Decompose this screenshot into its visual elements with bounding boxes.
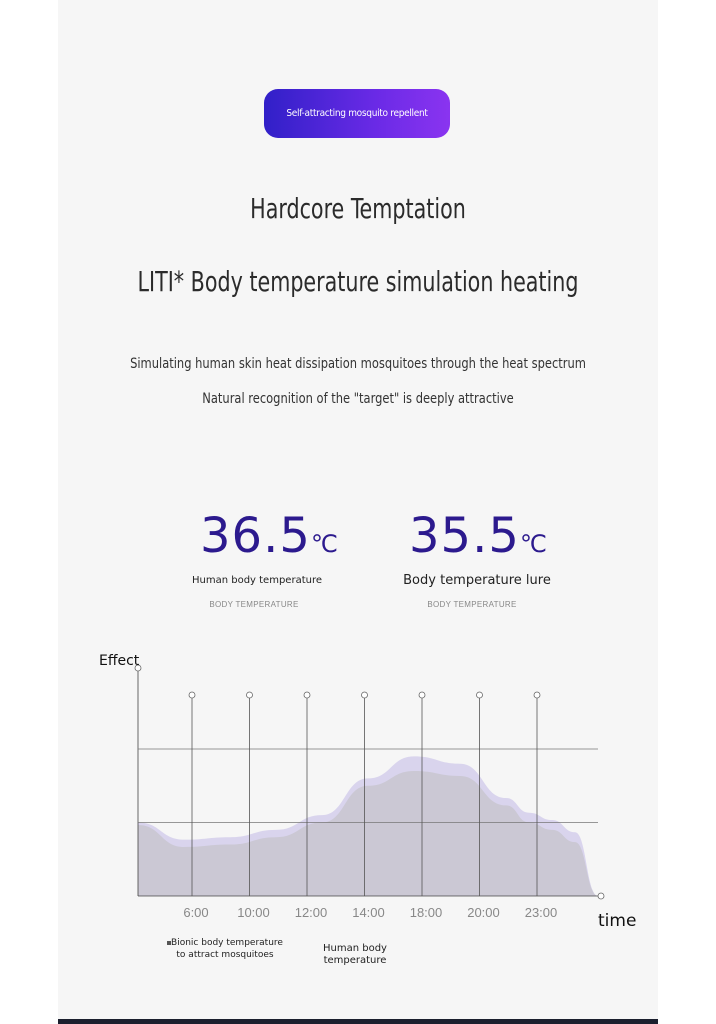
x-axis-end-marker — [597, 892, 605, 900]
x-axis-label: time — [598, 911, 637, 931]
description-line-1: Simulating human skin heat dissipation m… — [130, 356, 586, 372]
legend-item-human: Human body temperature — [323, 943, 387, 966]
time-marker-dot — [303, 691, 311, 699]
time-marker-dot — [246, 691, 253, 699]
page-title: Hardcore Temptation — [250, 192, 466, 225]
celsius-unit: ℃ — [310, 530, 339, 558]
human-temperature-caption: BODY TEMPERATURE — [209, 600, 299, 609]
x-tick-label: 6:00 — [183, 905, 209, 920]
y-axis-end-marker — [134, 664, 142, 672]
x-tick-label: 23:00 — [524, 905, 558, 920]
time-marker-dot — [418, 691, 426, 699]
y-axis-label: Effect — [99, 653, 140, 669]
time-marker-dot — [533, 691, 541, 699]
legend-item-bionic: Bionic body temperature to attract mosqu… — [166, 937, 284, 961]
area-series-human — [138, 771, 598, 896]
page-subtitle: LITI* Body temperature simulation heatin… — [137, 265, 579, 298]
feature-badge-text: Self-attracting mosquito repellent — [286, 108, 428, 119]
lure-temperature-label: Body temperature lure — [403, 573, 551, 588]
legend-label-bionic: Bionic body temperature to attract mosqu… — [171, 938, 283, 960]
x-tick-label: 14:00 — [352, 905, 385, 920]
lure-temperature-value: 35.5℃ — [409, 508, 548, 564]
time-marker-dot — [476, 691, 483, 699]
x-tick-label: 18:00 — [409, 905, 443, 920]
time-marker-dot — [188, 691, 196, 699]
human-temperature-label: Human body temperature — [191, 575, 322, 586]
lure-temperature-caption: BODY TEMPERATURE — [427, 600, 517, 609]
human-temperature-value: 36.5℃ — [200, 508, 339, 564]
celsius-unit: ℃ — [519, 530, 548, 558]
human-temperature-number: 36.5 — [200, 508, 311, 564]
time-marker-dot — [361, 691, 368, 699]
x-tick-label: 12:00 — [294, 905, 328, 920]
description-line-2: Natural recognition of the "target" is d… — [202, 391, 514, 407]
lure-temperature-number: 35.5 — [409, 508, 520, 564]
x-tick-label: 20:00 — [467, 905, 500, 920]
bottom-bar — [58, 1019, 658, 1024]
feature-badge: Self-attracting mosquito repellent — [264, 89, 450, 138]
x-tick-label: 10:00 — [237, 905, 270, 920]
legend-swatch — [167, 940, 172, 945]
